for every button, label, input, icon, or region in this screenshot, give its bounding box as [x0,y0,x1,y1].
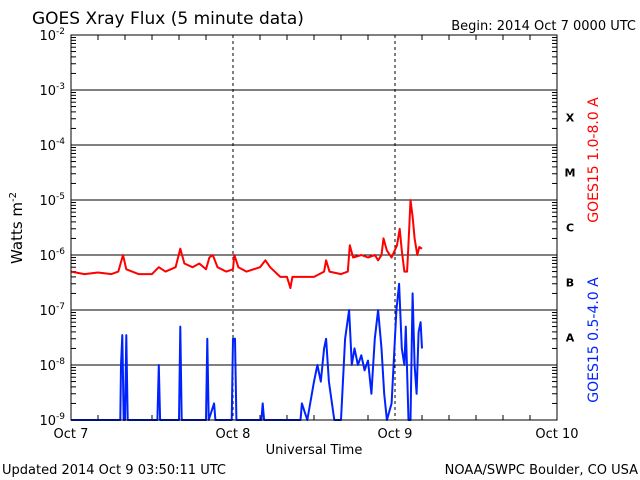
grid [71,34,557,421]
y-axis-label-text: Watts m [8,202,26,264]
y-tick-label: 10-8 [39,357,65,374]
flare-class-label: M [565,167,576,180]
y-tick-label: 10-6 [39,247,65,264]
y-tick-label: 10-3 [39,82,65,99]
ticks [71,35,557,420]
svg-text:Watts m-2: Watts m-2 [8,192,26,264]
x-tick-label: Oct 7 [54,427,89,442]
x-axis-label: Universal Time [266,443,363,458]
flare-class-label: B [566,277,574,290]
y-tick-label: 10-7 [39,302,65,319]
chart-title: GOES Xray Flux (5 minute data) [32,9,304,29]
y-tick-labels: 10-9 10-8 10-7 10-6 10-5 10-4 10-3 10-2 [39,27,65,429]
y-axis-label-sup: -2 [8,192,19,202]
flare-class-label: C [566,222,574,235]
y-tick-label: 10-2 [39,27,65,44]
x-tick-label: Oct 8 [216,427,251,442]
legend-short-channel: GOES15 0.5-4.0 A [586,277,602,403]
x-tick-label: Oct 10 [535,427,578,442]
y-tick-label: 10-4 [39,137,65,154]
flare-class-labels: A B C M X [565,112,576,345]
updated-label: Updated 2014 Oct 9 03:50:11 UTC [2,463,226,478]
x-tick-label: Oct 9 [378,427,413,442]
y-tick-label: 10-5 [39,192,65,209]
x-tick-labels: Oct 7 Oct 8 Oct 9 Oct 10 [54,427,579,442]
legend-long-channel: GOES15 1.0-8.0 A [586,97,602,223]
series-line-1 [71,282,423,421]
credit-label: NOAA/SWPC Boulder, CO USA [445,463,638,478]
plot-frame [70,34,558,421]
flare-class-label: A [566,332,575,345]
begin-label: Begin: 2014 Oct 7 0000 UTC [451,19,636,34]
series-line-0 [70,199,423,290]
y-axis-label: Watts m-2 [8,192,26,264]
y-tick-label: 10-9 [39,412,65,429]
flare-class-label: X [566,112,575,125]
